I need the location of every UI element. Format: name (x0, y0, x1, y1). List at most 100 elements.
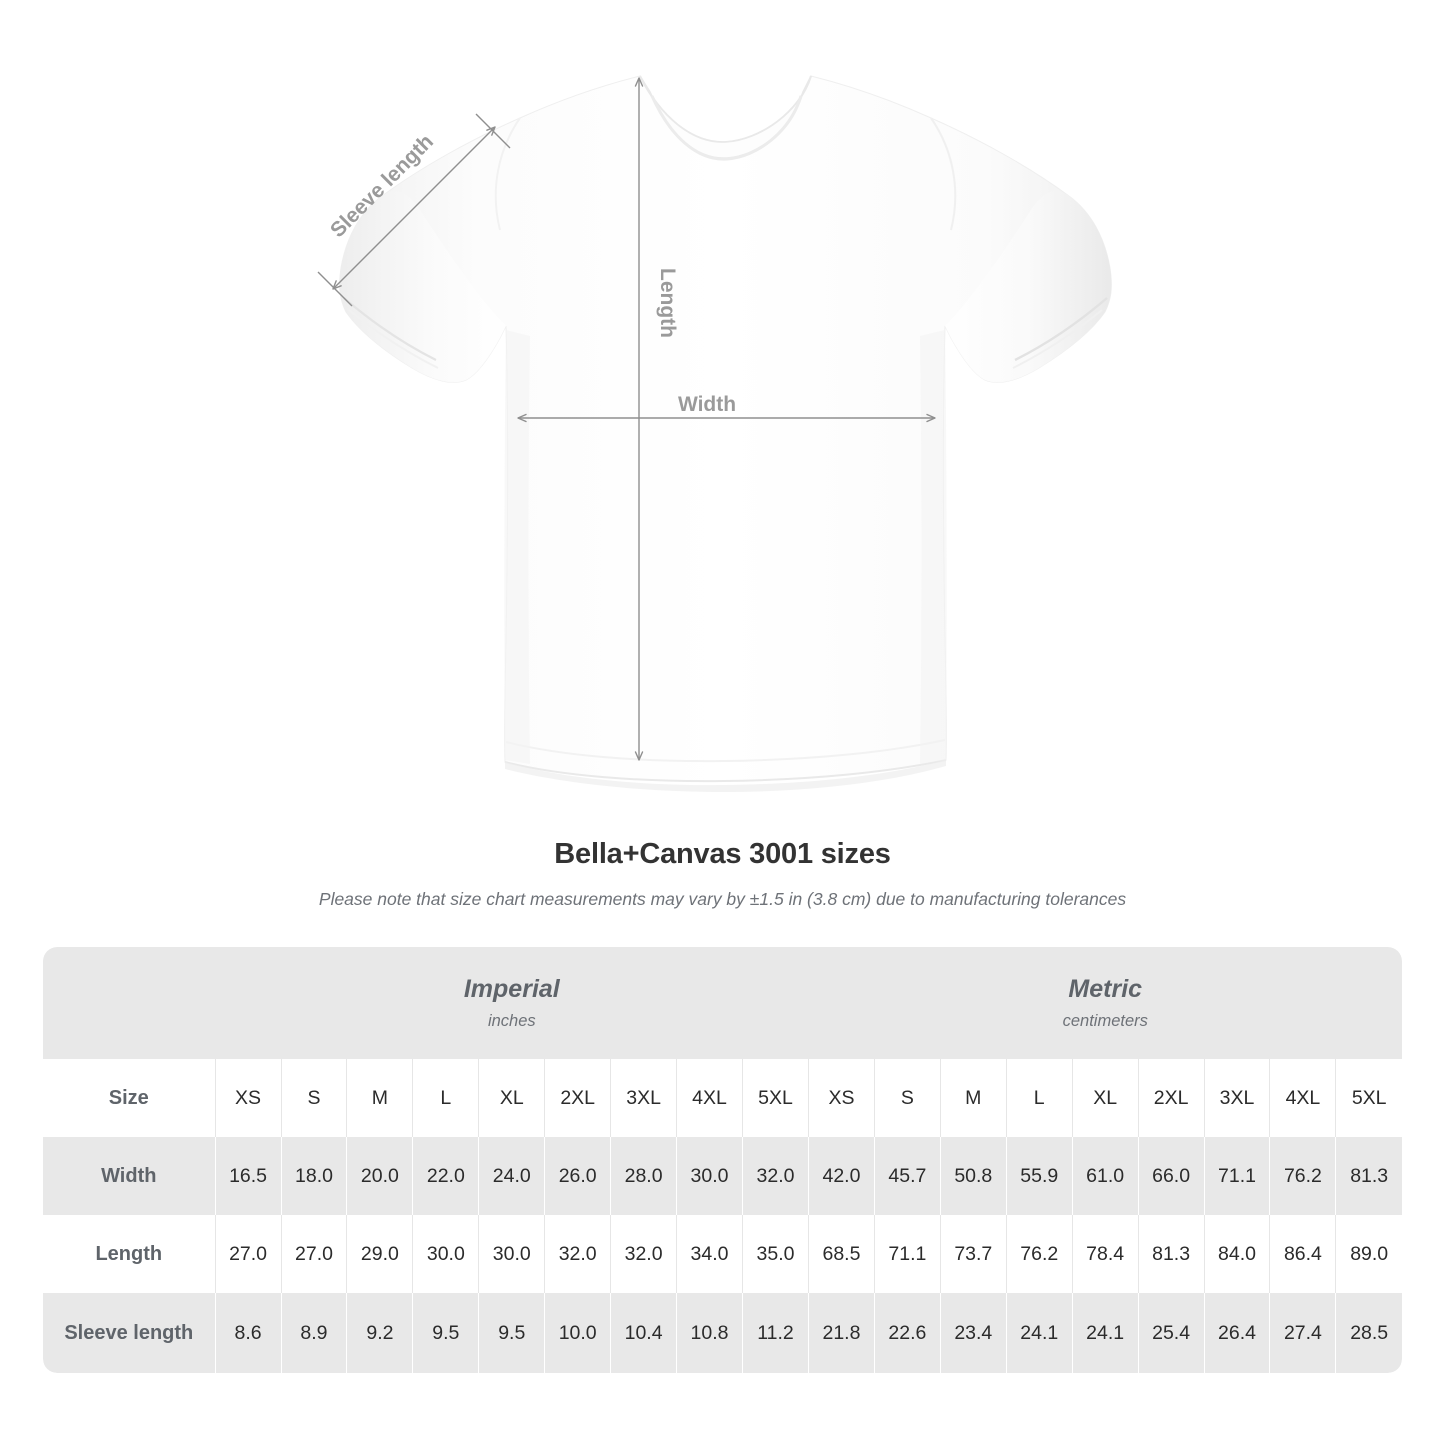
row-label-width: Width (43, 1137, 216, 1215)
tshirt-graphic (339, 75, 1112, 792)
length-label: Length (656, 268, 679, 338)
cell-sleeve-metric-3xl: 26.4 (1203, 1293, 1270, 1373)
size-header-metric-m: M (939, 1059, 1007, 1137)
cell-sleeve-metric-xs: 21.8 (808, 1293, 875, 1373)
cell-sleeve-imperial-4xl: 10.8 (676, 1293, 743, 1373)
sleeve-length-arrow (332, 126, 496, 290)
cell-length-imperial-4xl: 34.0 (676, 1215, 743, 1293)
cell-length-imperial-s: 27.0 (280, 1215, 347, 1293)
cell-sleeve-imperial-xs: 8.6 (214, 1293, 282, 1373)
size-header-metric-l: L (1005, 1059, 1073, 1137)
page-title: Bella+Canvas 3001 sizes (554, 838, 891, 870)
cell-sleeve-metric-s: 22.6 (873, 1293, 941, 1373)
cell-length-metric-5xl: 89.0 (1335, 1215, 1402, 1293)
cell-width-metric-m: 50.8 (939, 1137, 1007, 1215)
cell-sleeve-metric-5xl: 28.5 (1335, 1293, 1402, 1373)
tolerance-note: Please note that size chart measurements… (318, 889, 1127, 909)
size-table-container: Imperial inches Metric centimeters Size … (43, 947, 1402, 1373)
size-header-row: Size XS S M L XL 2XL 3XL 4XL 5XL XS S M … (43, 1059, 1402, 1137)
unit-group-metric-sub: centimeters (1062, 1011, 1148, 1030)
size-header-metric-xs: XS (808, 1059, 875, 1137)
size-header-imperial-l: L (412, 1059, 479, 1137)
size-header-metric-2xl: 2XL (1137, 1059, 1205, 1137)
cell-width-metric-4xl: 76.2 (1269, 1137, 1336, 1215)
cell-sleeve-imperial-2xl: 10.0 (544, 1293, 611, 1373)
size-header-imperial-s: S (280, 1059, 347, 1137)
cell-sleeve-imperial-s: 8.9 (280, 1293, 347, 1373)
cell-sleeve-metric-2xl: 25.4 (1137, 1293, 1205, 1373)
size-header-imperial-4xl: 4XL (676, 1059, 743, 1137)
cell-width-imperial-s: 18.0 (280, 1137, 347, 1215)
cell-length-imperial-xs: 27.0 (214, 1215, 282, 1293)
cell-length-imperial-xl: 30.0 (478, 1215, 545, 1293)
size-header-imperial-3xl: 3XL (610, 1059, 677, 1137)
cell-length-metric-3xl: 84.0 (1203, 1215, 1270, 1293)
cell-width-imperial-xl: 24.0 (478, 1137, 545, 1215)
size-header-metric-s: S (873, 1059, 941, 1137)
cell-width-imperial-l: 22.0 (412, 1137, 479, 1215)
cell-width-imperial-3xl: 28.0 (610, 1137, 677, 1215)
cell-width-metric-l: 55.9 (1005, 1137, 1073, 1215)
row-label-sleeve-length: Sleeve length (43, 1293, 216, 1373)
unit-group-metric-name: Metric (1068, 975, 1143, 1004)
cell-length-imperial-3xl: 32.0 (610, 1215, 677, 1293)
cell-width-imperial-2xl: 26.0 (544, 1137, 611, 1215)
unit-band-spacer (43, 947, 216, 1059)
cell-sleeve-imperial-3xl: 10.4 (610, 1293, 677, 1373)
size-header-imperial-m: M (346, 1059, 413, 1137)
cell-width-imperial-xs: 16.5 (214, 1137, 282, 1215)
size-header-metric-3xl: 3XL (1203, 1059, 1270, 1137)
cell-sleeve-metric-4xl: 27.4 (1269, 1293, 1336, 1373)
cell-width-metric-2xl: 66.0 (1137, 1137, 1205, 1215)
cell-width-metric-s: 45.7 (873, 1137, 941, 1215)
size-table: Imperial inches Metric centimeters Size … (43, 947, 1402, 1373)
table-row: Length 27.0 27.0 29.0 30.0 30.0 32.0 32.… (43, 1215, 1402, 1293)
cell-length-imperial-5xl: 35.0 (741, 1215, 809, 1293)
size-header-imperial-xs: XS (214, 1059, 282, 1137)
table-row: Width 16.5 18.0 20.0 22.0 24.0 26.0 28.0… (43, 1137, 1402, 1215)
cell-sleeve-imperial-5xl: 11.2 (741, 1293, 809, 1373)
tshirt-measurement-diagram: Sleeve length Length Width (317, 75, 1112, 792)
cell-width-imperial-m: 20.0 (346, 1137, 413, 1215)
cell-length-imperial-m: 29.0 (346, 1215, 413, 1293)
cell-width-metric-xl: 61.0 (1071, 1137, 1139, 1215)
cell-length-metric-m: 73.7 (939, 1215, 1007, 1293)
size-header-imperial-5xl: 5XL (741, 1059, 809, 1137)
cell-width-metric-xs: 42.0 (808, 1137, 875, 1215)
unit-group-row: Imperial inches Metric centimeters (43, 947, 1402, 1059)
cell-sleeve-metric-xl: 24.1 (1071, 1293, 1139, 1373)
cell-length-metric-s: 71.1 (873, 1215, 941, 1293)
table-row: Sleeve length 8.6 8.9 9.2 9.5 9.5 10.0 1… (43, 1293, 1402, 1373)
cell-length-metric-xl: 78.4 (1071, 1215, 1139, 1293)
width-dimension: Width (517, 393, 936, 423)
cell-length-metric-l: 76.2 (1005, 1215, 1073, 1293)
cell-sleeve-imperial-xl: 9.5 (478, 1293, 545, 1373)
unit-group-imperial-name: Imperial (463, 975, 560, 1004)
cell-sleeve-metric-l: 24.1 (1005, 1293, 1073, 1373)
size-header-metric-5xl: 5XL (1335, 1059, 1402, 1137)
size-header-imperial-2xl: 2XL (544, 1059, 611, 1137)
cell-length-imperial-2xl: 32.0 (544, 1215, 611, 1293)
cell-length-imperial-l: 30.0 (412, 1215, 479, 1293)
cell-length-metric-2xl: 81.3 (1137, 1215, 1205, 1293)
cell-length-metric-xs: 68.5 (808, 1215, 875, 1293)
cell-width-metric-5xl: 81.3 (1335, 1137, 1402, 1215)
cell-sleeve-metric-m: 23.4 (939, 1293, 1007, 1373)
cell-width-metric-3xl: 71.1 (1203, 1137, 1270, 1215)
cell-sleeve-imperial-m: 9.2 (346, 1293, 413, 1373)
size-header-metric-4xl: 4XL (1269, 1059, 1336, 1137)
width-label: Width (678, 393, 736, 416)
cell-width-imperial-5xl: 32.0 (741, 1137, 809, 1215)
cell-length-metric-4xl: 86.4 (1269, 1215, 1336, 1293)
unit-group-metric: Metric centimeters (808, 947, 1402, 1059)
size-corner-label: Size (43, 1059, 216, 1137)
size-header-metric-xl: XL (1071, 1059, 1139, 1137)
unit-group-imperial-sub: inches (487, 1011, 536, 1030)
chart-caption: Bella+Canvas 3001 sizes Please note that… (0, 838, 1445, 910)
cell-sleeve-imperial-l: 9.5 (412, 1293, 479, 1373)
cell-width-imperial-4xl: 30.0 (676, 1137, 743, 1215)
size-header-imperial-xl: XL (478, 1059, 545, 1137)
row-label-length: Length (43, 1215, 216, 1293)
unit-group-imperial: Imperial inches (215, 947, 809, 1059)
